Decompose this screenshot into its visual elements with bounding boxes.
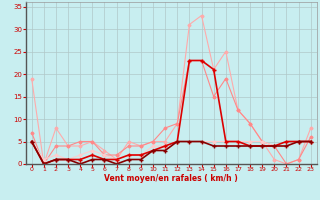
X-axis label: Vent moyen/en rafales ( km/h ): Vent moyen/en rafales ( km/h ) <box>104 174 238 183</box>
